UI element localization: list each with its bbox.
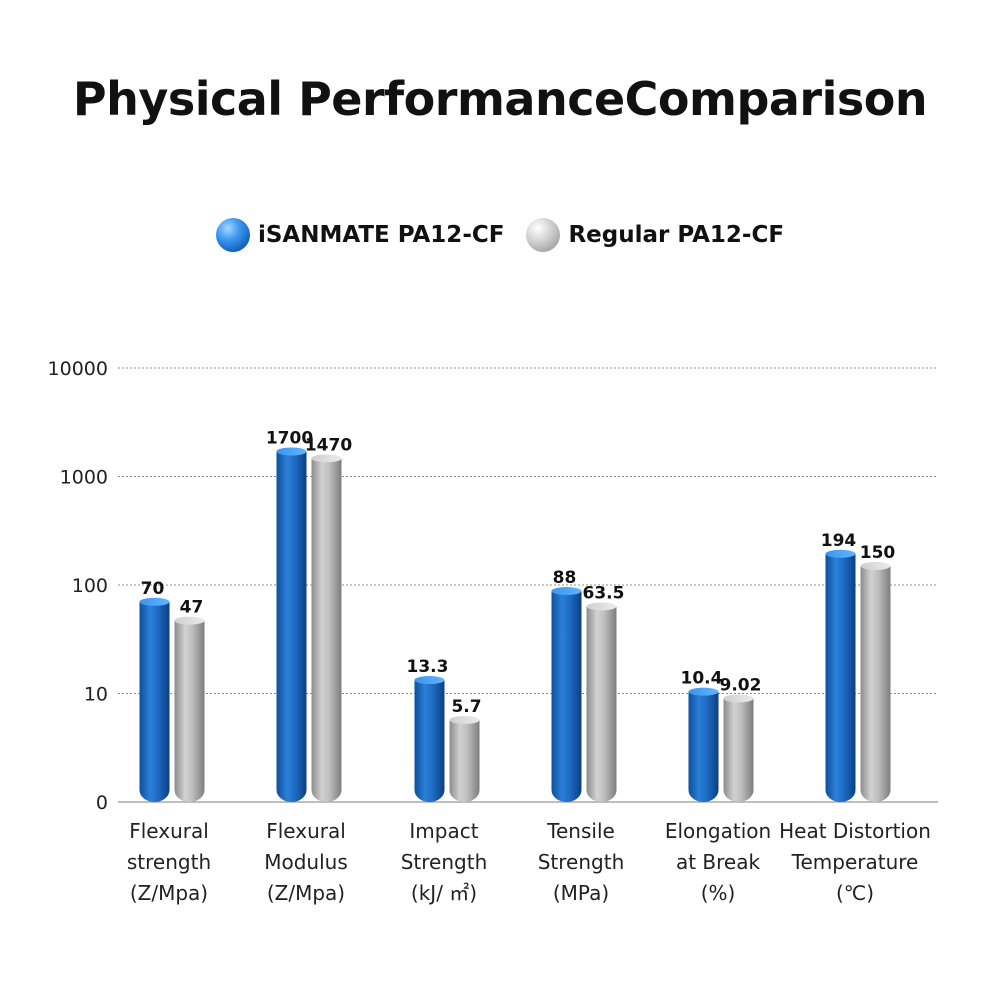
chart-title: Physical PerformanceComparison [72,72,928,126]
legend: iSANMATE PA12-CF Regular PA12-CF [0,218,1000,252]
bar-isanmate [551,591,582,802]
bar-cap [311,454,342,463]
bar-cap [174,616,205,625]
bar-isanmate [276,451,307,802]
category-label: Heat Distortion [779,819,931,843]
data-label: 47 [180,598,204,618]
category-label: (kJ/ ㎡) [411,881,477,905]
bar-top-body [723,698,754,719]
bar-top-body [311,458,342,479]
category-label: (℃) [836,881,874,905]
gray-sphere-icon [526,218,561,252]
data-label: 1470 [305,435,352,455]
bar-top-body [139,601,170,622]
bar-regular [586,606,617,802]
y-tick-label: 0 [96,792,108,814]
category-label: (Z/Mpa) [130,881,208,905]
bar-isanmate [825,553,856,802]
data-label: 194 [821,531,857,551]
y-tick-label: 100 [72,575,108,597]
bar-top-body [688,691,719,712]
bar-regular [723,698,754,802]
data-label: 5.7 [451,697,481,717]
bar-regular [860,565,891,802]
category-label: Impact [409,819,478,843]
data-label: 13.3 [407,657,449,677]
category-label: (Z/Mpa) [267,881,345,905]
bar-cap [414,676,445,685]
bar-top-body [860,565,891,586]
bar-regular [449,719,480,802]
legend-label-regular: Regular PA12-CF [568,222,785,248]
y-tick-label: 10000 [48,358,108,380]
bar-cap [688,687,719,696]
bar-top-body [449,719,480,740]
bar-isanmate [139,601,170,802]
bar-regular [311,458,342,802]
category-label: (%) [701,881,736,905]
data-label: 9.02 [720,675,762,695]
legend-item-regular: Regular PA12-CF [526,218,784,252]
bar-top-body [551,591,582,612]
y-tick-label: 10 [84,684,108,706]
bar-top-body [174,620,205,641]
category-label: Strength [401,850,488,874]
blue-sphere-icon [215,218,250,252]
bar-cap [825,549,856,558]
bar-cap [276,447,307,456]
data-label: 150 [860,543,896,563]
bar-isanmate [414,680,445,802]
bar-cap [860,561,891,570]
category-label: Flexural [266,819,346,843]
category-label: Modulus [264,850,348,874]
data-label: 70 [141,579,165,599]
bar-top-body [586,606,617,627]
bar-top-body [414,680,445,701]
category-label: Temperature [791,850,919,874]
data-label: 88 [553,568,577,588]
bar-regular [174,620,205,802]
y-tick-label: 1000 [60,467,108,489]
data-label: 63.5 [583,583,625,603]
category-label: at Break [676,850,761,874]
category-label: strength [127,850,211,874]
bar-cap [551,587,582,596]
bar-top-body [276,451,307,472]
legend-label-isanmate: iSANMATE PA12-CF [257,222,505,248]
legend-item-isanmate: iSANMATE PA12-CF [215,218,505,252]
category-label: (MPa) [553,881,609,905]
bar-isanmate [688,691,719,802]
category-label: Flexural [129,819,209,843]
category-label: Strength [538,850,625,874]
bar-cap [139,597,170,606]
bar-cap [586,602,617,611]
bar-top-body [825,553,856,574]
category-label: Elongation [665,819,771,843]
bar-cap [723,694,754,703]
data-label: 10.4 [681,669,723,689]
data-label: 1700 [266,428,313,448]
bar-cap [449,715,480,724]
category-label: Tensile [546,819,615,843]
